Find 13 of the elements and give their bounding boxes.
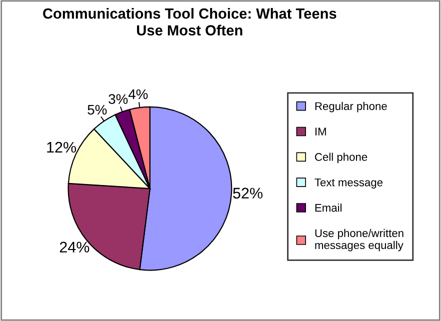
legend-label: Regular phone — [315, 102, 387, 112]
legend-label: Cell phone — [315, 152, 368, 164]
legend-label: Text message — [314, 178, 383, 189]
legend-label: Email — [315, 204, 342, 212]
data-label: 52% — [233, 188, 262, 199]
data-label: 3% — [108, 94, 128, 104]
data-label: 12% — [47, 142, 76, 153]
data-label: 24% — [60, 242, 90, 252]
data-label: 5% — [88, 104, 107, 115]
legend-label: IM — [315, 128, 326, 136]
legend-label: Use phone/written messages equally — [315, 228, 404, 252]
data-label: 4% — [128, 89, 148, 100]
chart-title: Communications Tool Choice: What Teens Use Most Often — [43, 8, 336, 36]
